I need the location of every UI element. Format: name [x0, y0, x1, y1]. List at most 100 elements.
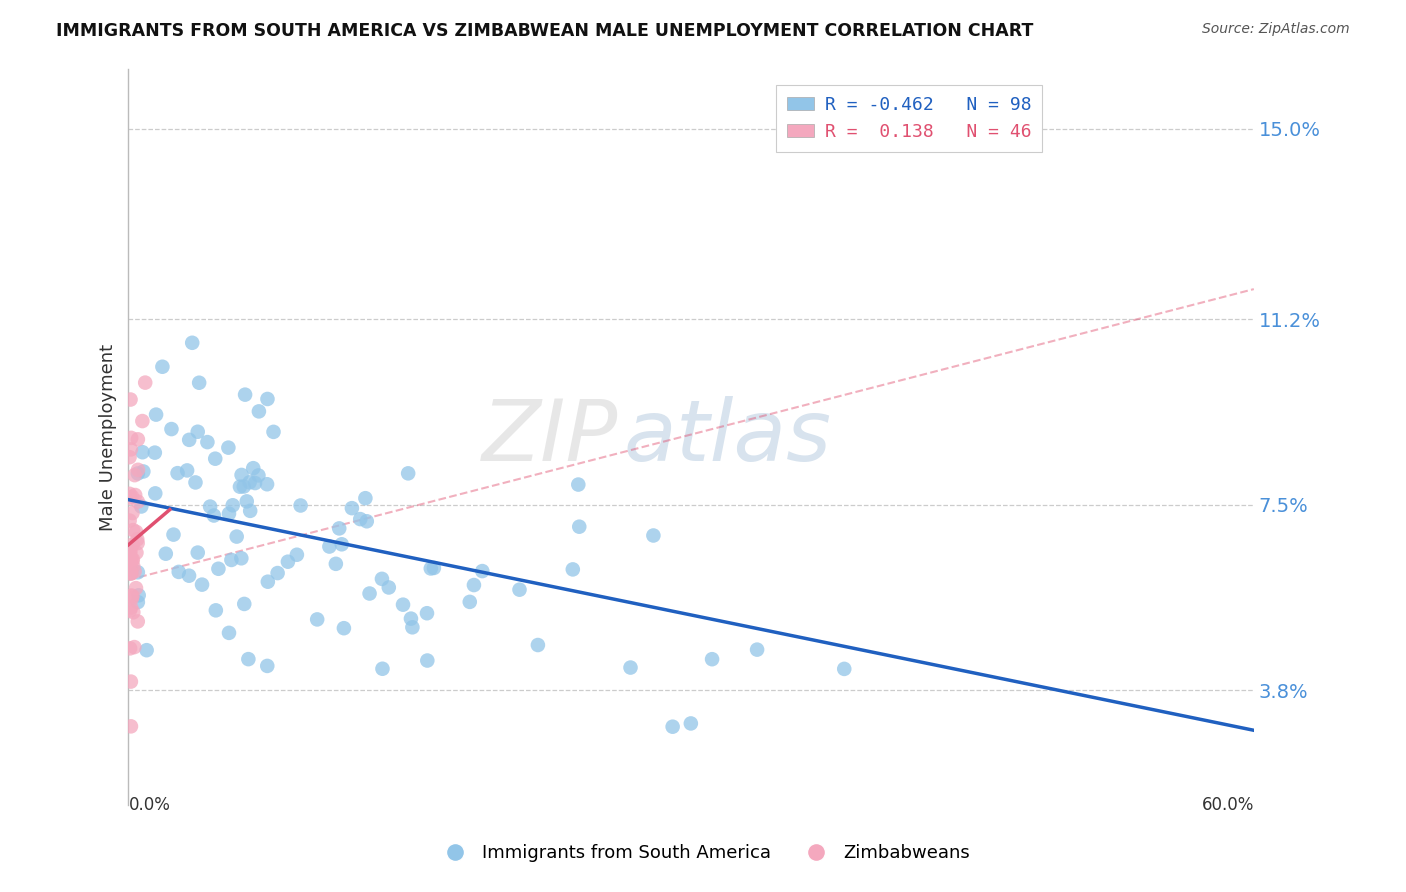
Point	[143, 486, 166, 500]
Point	[325, 557, 347, 571]
Point	[122, 523, 145, 537]
Point	[416, 606, 439, 620]
Point	[121, 591, 143, 606]
Point	[204, 451, 226, 466]
Point	[127, 615, 149, 629]
Point	[356, 514, 378, 528]
Point	[561, 562, 583, 576]
Point	[127, 433, 149, 447]
Point	[231, 467, 253, 482]
Point	[120, 719, 142, 733]
Point	[340, 501, 363, 516]
Text: 0.0%: 0.0%	[128, 796, 170, 814]
Point	[318, 540, 340, 554]
Point	[167, 565, 190, 579]
Text: atlas: atlas	[624, 395, 831, 478]
Point	[129, 500, 152, 514]
Point	[177, 568, 200, 582]
Point	[218, 625, 240, 640]
Point	[328, 521, 350, 535]
Point	[416, 654, 439, 668]
Point	[392, 598, 415, 612]
Point	[290, 499, 312, 513]
Point	[218, 507, 240, 521]
Point	[231, 551, 253, 566]
Point	[508, 582, 530, 597]
Y-axis label: Male Unemployment: Male Unemployment	[100, 343, 117, 531]
Point	[371, 662, 394, 676]
Point	[127, 494, 149, 508]
Point	[184, 475, 207, 490]
Point	[120, 566, 142, 581]
Point	[118, 487, 141, 501]
Point	[120, 566, 142, 581]
Point	[127, 467, 149, 481]
Point	[121, 552, 143, 566]
Point	[121, 537, 143, 551]
Point	[121, 490, 143, 504]
Point	[236, 494, 259, 508]
Point	[423, 561, 446, 575]
Point	[458, 595, 481, 609]
Point	[121, 589, 143, 603]
Point	[118, 550, 141, 565]
Point	[124, 565, 146, 579]
Point	[463, 578, 485, 592]
Point	[256, 392, 278, 406]
Point	[187, 425, 209, 439]
Point	[124, 640, 146, 654]
Text: Source: ZipAtlas.com: Source: ZipAtlas.com	[1202, 22, 1350, 37]
Point	[239, 475, 262, 490]
Point	[256, 477, 278, 491]
Point	[120, 600, 142, 615]
Point	[232, 479, 254, 493]
Point	[121, 506, 143, 520]
Point	[118, 603, 141, 617]
Text: ZIP: ZIP	[482, 395, 619, 478]
Point	[378, 581, 401, 595]
Point	[229, 480, 252, 494]
Point	[222, 498, 245, 512]
Legend: R = -0.462   N = 98, R =  0.138   N = 46: R = -0.462 N = 98, R = 0.138 N = 46	[776, 85, 1042, 152]
Point	[120, 442, 142, 457]
Point	[349, 512, 371, 526]
Point	[256, 574, 278, 589]
Point	[217, 441, 239, 455]
Point	[131, 445, 153, 459]
Point	[354, 491, 377, 506]
Point	[221, 553, 243, 567]
Point	[127, 463, 149, 477]
Point	[263, 425, 285, 439]
Point	[202, 508, 225, 523]
Point	[181, 335, 204, 350]
Point	[127, 566, 149, 580]
Point	[567, 477, 589, 491]
Point	[238, 652, 260, 666]
Point	[162, 527, 184, 541]
Point	[247, 468, 270, 483]
Point	[125, 546, 148, 560]
Legend: Immigrants from South America, Zimbabweans: Immigrants from South America, Zimbabwea…	[429, 838, 977, 870]
Point	[197, 435, 219, 450]
Point	[131, 414, 153, 428]
Point	[198, 500, 221, 514]
Point	[160, 422, 183, 436]
Point	[179, 433, 201, 447]
Point	[239, 504, 262, 518]
Point	[118, 544, 141, 558]
Point	[242, 461, 264, 475]
Point	[118, 514, 141, 528]
Point	[152, 359, 174, 374]
Point	[135, 643, 157, 657]
Point	[187, 545, 209, 559]
Point	[285, 548, 308, 562]
Point	[118, 491, 141, 505]
Point	[124, 468, 146, 483]
Point	[619, 660, 641, 674]
Point	[120, 674, 142, 689]
Point	[124, 488, 146, 502]
Point	[277, 555, 299, 569]
Text: IMMIGRANTS FROM SOUTH AMERICA VS ZIMBABWEAN MALE UNEMPLOYMENT CORRELATION CHART: IMMIGRANTS FROM SOUTH AMERICA VS ZIMBABW…	[56, 22, 1033, 40]
Point	[832, 662, 855, 676]
Point	[132, 465, 155, 479]
